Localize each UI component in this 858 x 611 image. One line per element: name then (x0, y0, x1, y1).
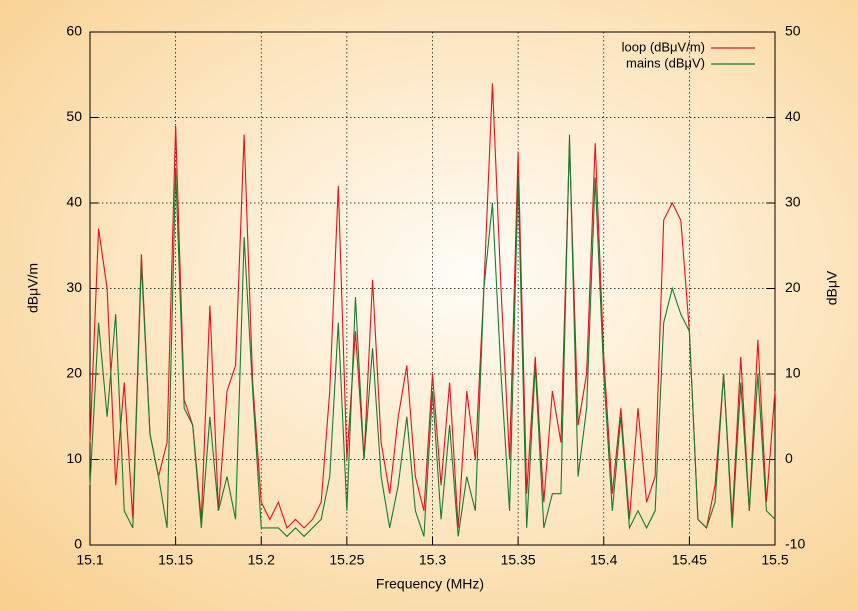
y2-tick-label: 50 (785, 23, 801, 39)
y-tick-label: 0 (74, 536, 82, 552)
legend-label: mains (dBμV) (626, 55, 705, 70)
x-tick-label: 15.15 (158, 552, 193, 568)
y-tick-label: 10 (66, 450, 82, 466)
x-tick-label: 15.4 (590, 552, 617, 568)
y2-tick-label: 40 (785, 108, 801, 124)
legend-label: loop (dBμV/m) (622, 39, 705, 54)
y2-tick-label: 0 (785, 450, 793, 466)
x-tick-label: 15.3 (419, 552, 446, 568)
y2-tick-label: 10 (785, 365, 801, 381)
y2-tick-label: 20 (785, 279, 801, 295)
x-axis-label: Frequency (MHz) (376, 576, 484, 592)
y-tick-label: 60 (66, 23, 82, 39)
y2-axis-label: dBμV (824, 270, 840, 305)
y-tick-label: 20 (66, 365, 82, 381)
y-tick-label: 30 (66, 279, 82, 295)
x-tick-label: 15.35 (501, 552, 536, 568)
x-tick-label: 15.45 (672, 552, 707, 568)
y-axis-label: dBμV/m (25, 263, 41, 313)
y-tick-label: 50 (66, 108, 82, 124)
x-tick-label: 15.5 (761, 552, 788, 568)
x-tick-label: 15.25 (329, 552, 364, 568)
y-tick-label: 40 (66, 194, 82, 210)
y2-tick-label: 30 (785, 194, 801, 210)
x-tick-label: 15.2 (248, 552, 275, 568)
series-line (89, 83, 776, 530)
x-tick-label: 15.1 (76, 552, 103, 568)
series-line (89, 134, 776, 538)
y2-tick-label: -10 (785, 536, 805, 552)
